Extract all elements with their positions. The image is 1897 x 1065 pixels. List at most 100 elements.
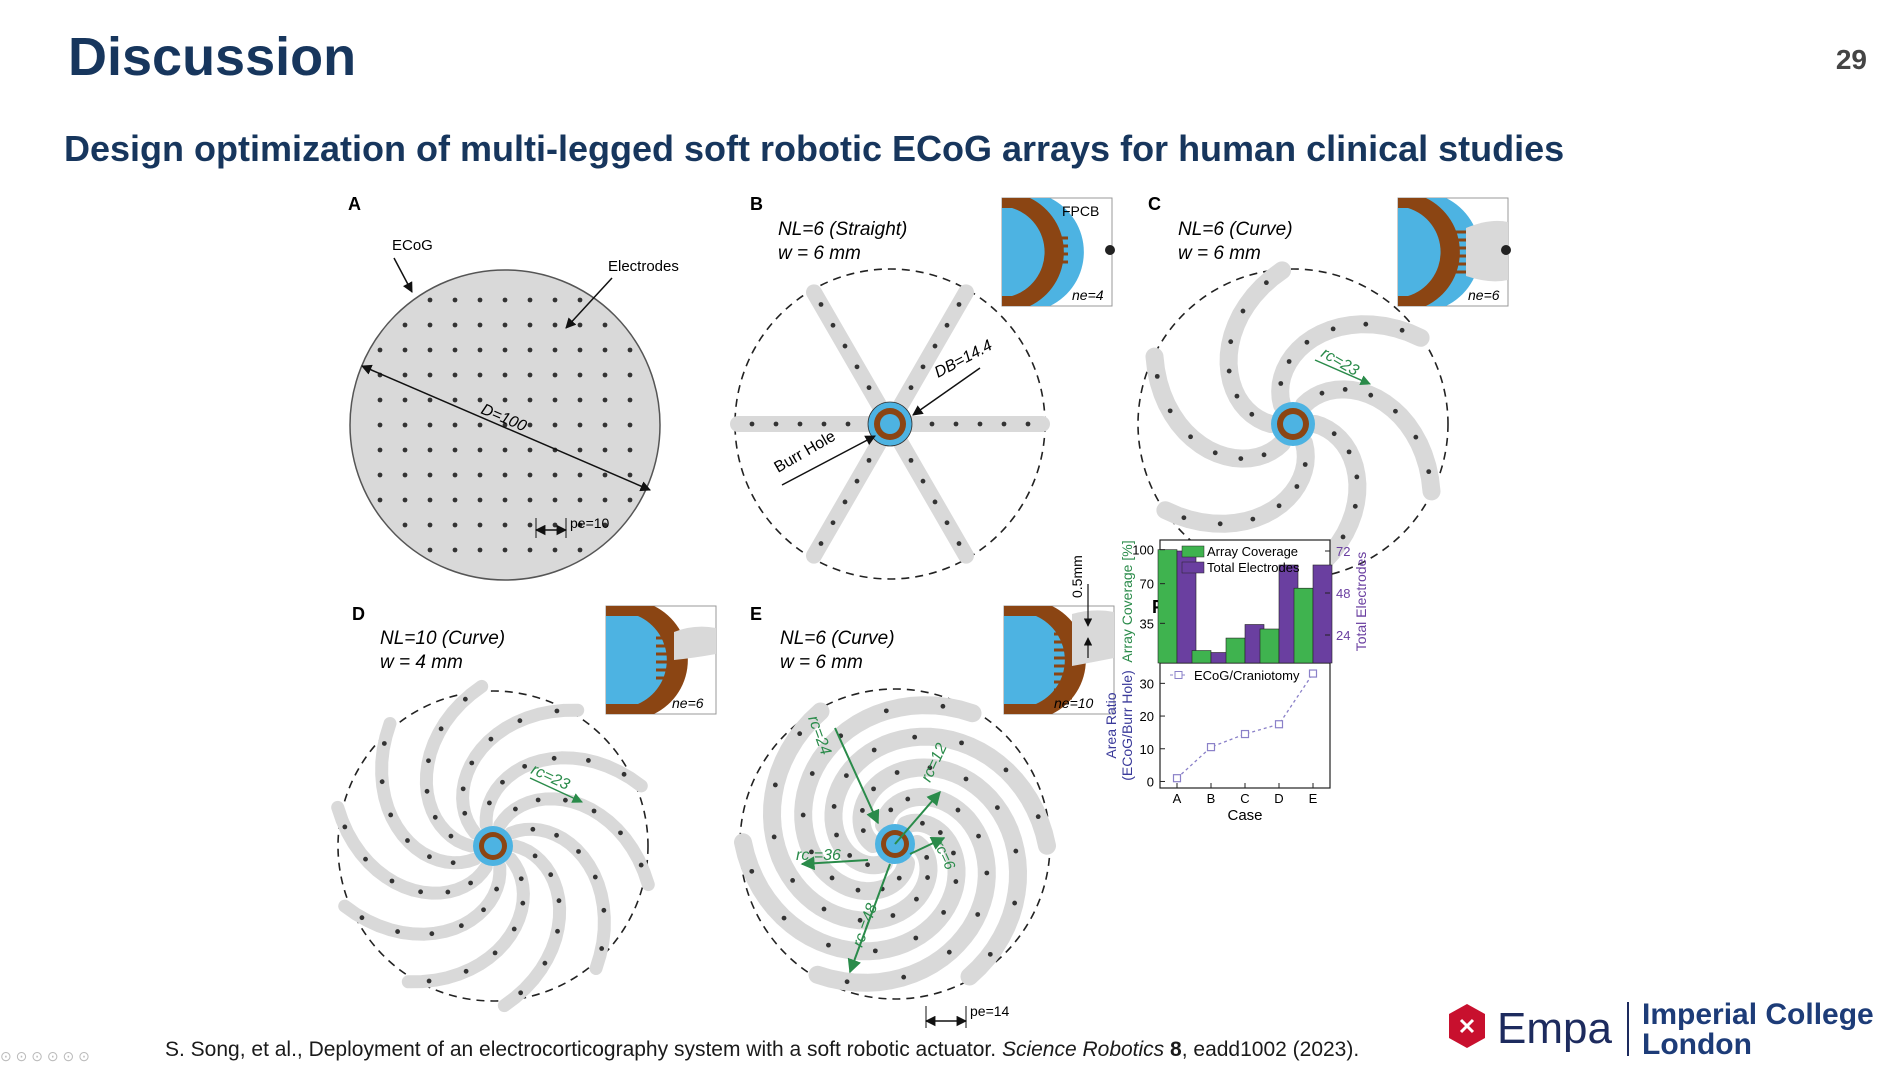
electrode	[577, 397, 583, 403]
coverage-bar	[1191, 650, 1212, 664]
electrode	[937, 830, 943, 835]
electrode	[602, 397, 608, 403]
electrode	[1399, 327, 1405, 333]
leg	[734, 813, 966, 961]
slide-subtitle: Design optimization of multi-legged soft…	[64, 128, 1565, 169]
inset-d: ne=6	[605, 605, 717, 715]
electrode	[500, 779, 505, 785]
electrode	[502, 547, 508, 553]
electrode	[1226, 368, 1232, 374]
right-tick-label: 72	[1336, 544, 1350, 559]
electrode	[477, 522, 483, 528]
electrode	[925, 875, 930, 880]
electrode	[402, 422, 408, 428]
electrode	[452, 547, 458, 553]
electrode	[845, 421, 851, 427]
electrode	[797, 421, 803, 427]
electrode	[554, 832, 559, 838]
electrode	[627, 422, 633, 428]
electrode	[843, 773, 849, 779]
line-legend-label: ECoG/Craniotomy	[1194, 668, 1300, 683]
electrode	[377, 347, 383, 353]
legend-label: Total Electrodes	[1207, 560, 1300, 575]
ne-label-d: ne=6	[672, 695, 704, 711]
electrode	[554, 708, 560, 714]
electrode	[402, 322, 408, 328]
electrode	[1261, 452, 1267, 458]
electrode	[1035, 814, 1041, 820]
electrode	[395, 929, 400, 934]
ratio-point	[1274, 720, 1284, 729]
electrode	[577, 297, 583, 303]
electrode	[388, 812, 394, 818]
electrode	[418, 889, 423, 895]
electrode	[517, 718, 523, 724]
electrode	[1286, 359, 1292, 364]
case-tick-label: E	[1309, 791, 1318, 806]
electrode	[438, 726, 444, 732]
electrode	[855, 887, 861, 893]
electrode	[883, 708, 889, 714]
electrode	[951, 850, 956, 856]
leg	[794, 696, 982, 901]
coverage-bar	[1225, 637, 1246, 664]
electrode	[830, 322, 836, 328]
electrode	[771, 834, 777, 840]
electrode	[913, 935, 919, 941]
electrode	[976, 833, 981, 839]
electrode	[901, 974, 907, 980]
leg	[852, 758, 1027, 986]
electrode	[452, 472, 458, 478]
electrode	[402, 447, 408, 453]
electrode	[427, 447, 433, 453]
electrode	[932, 499, 938, 505]
legend-label: Array Coverage	[1207, 544, 1298, 559]
citation-volume: 8	[1170, 1038, 1182, 1061]
curved-legs-c	[1145, 261, 1441, 587]
electrode	[502, 372, 508, 378]
spiral-legs-e	[734, 696, 1056, 992]
electrode	[424, 788, 430, 794]
electrode	[1413, 434, 1419, 440]
electrode	[1331, 431, 1337, 437]
electrode	[847, 853, 853, 858]
slide-controls[interactable]: ⊙ ⊙ ⊙ ⊙ ⊙ ⊙	[0, 1048, 90, 1064]
electrode	[502, 497, 508, 503]
electrode	[1234, 393, 1240, 399]
electrode	[871, 747, 877, 753]
electrode	[1013, 848, 1019, 854]
electrode	[638, 862, 644, 868]
ratio-point	[1172, 774, 1182, 783]
electrode	[552, 547, 558, 553]
imperial-line1: Imperial College	[1642, 998, 1874, 1031]
electrode	[1003, 767, 1009, 773]
electrode	[445, 889, 451, 895]
electrode	[477, 297, 483, 303]
electrode	[821, 421, 827, 427]
electrode	[576, 849, 581, 854]
electrode	[460, 786, 466, 792]
electrode	[586, 758, 591, 763]
electrode	[427, 322, 433, 328]
electrode	[477, 422, 483, 428]
electrode	[452, 397, 458, 403]
electrode	[552, 472, 558, 478]
electrode	[452, 372, 458, 378]
electrode	[944, 520, 950, 526]
case-tick-label: C	[1240, 791, 1249, 806]
electrode	[602, 422, 608, 428]
electrode	[627, 347, 633, 353]
electrode	[818, 302, 824, 307]
electrode	[1346, 449, 1352, 455]
ratio-tick-label: 30	[1140, 676, 1154, 691]
electrode	[389, 878, 395, 884]
electrode	[592, 874, 598, 880]
electrode	[920, 478, 926, 484]
electrode	[800, 812, 806, 818]
inset-c: ne=6	[1397, 197, 1511, 307]
legs-label-b: NL=6 (Straight)	[778, 219, 907, 240]
electrode	[527, 472, 533, 478]
electrode	[462, 810, 468, 816]
